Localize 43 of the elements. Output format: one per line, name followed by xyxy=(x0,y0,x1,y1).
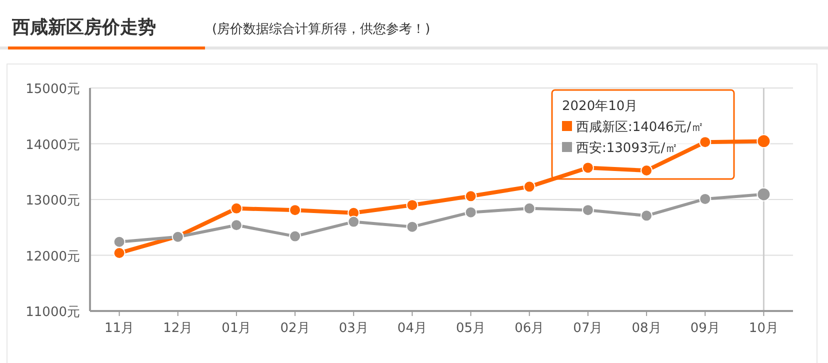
point xyxy=(113,236,126,248)
x-tick-label: 01月 xyxy=(222,321,252,336)
point xyxy=(582,162,594,174)
x-tick-label: 12月 xyxy=(163,321,193,336)
x-tick-label: 06月 xyxy=(514,321,544,336)
point xyxy=(640,164,653,177)
point xyxy=(348,216,360,228)
point xyxy=(464,206,477,218)
point xyxy=(699,136,712,148)
legend-title: 2020年10月 xyxy=(562,99,638,114)
x-tick-label: 08月 xyxy=(632,321,662,336)
point xyxy=(230,202,242,214)
point xyxy=(582,204,594,216)
point xyxy=(464,190,477,202)
point xyxy=(289,204,302,216)
point xyxy=(406,220,418,233)
point xyxy=(113,247,126,260)
point xyxy=(640,210,653,222)
chart-subtitle: (房价数据综合计算所得，供您参考！) xyxy=(212,21,430,37)
point xyxy=(289,230,302,242)
x-tick-label: 05月 xyxy=(456,321,486,336)
point xyxy=(523,180,536,193)
point xyxy=(699,192,712,205)
annotation: :13093元/㎡ xyxy=(602,141,678,156)
y-tick-label: 12000元 xyxy=(26,249,80,264)
point xyxy=(406,199,418,212)
x-tick-label: 02月 xyxy=(280,321,310,336)
chart-title: 西咸新区房价走势 xyxy=(11,17,156,38)
x-tick-label: 07月 xyxy=(573,321,603,336)
x-tick-label: 03月 xyxy=(338,321,368,336)
y-tick-label: 11000元 xyxy=(26,305,80,320)
y-tick-label: 14000元 xyxy=(26,138,80,153)
y-tick-label: 13000元 xyxy=(26,194,80,208)
point xyxy=(230,219,242,232)
x-tick-label: 04月 xyxy=(397,321,427,336)
x-tick-label: 10月 xyxy=(748,321,778,336)
x-tick-label: 11月 xyxy=(104,321,134,336)
legend-label: 西安 xyxy=(576,140,602,156)
x-tick-label: 09月 xyxy=(690,321,720,336)
point xyxy=(523,202,536,214)
annotation: :14046元/㎡ xyxy=(628,120,704,135)
legend-label: 西咸新区 xyxy=(576,120,628,135)
y-tick-label: 15000元 xyxy=(26,82,80,97)
